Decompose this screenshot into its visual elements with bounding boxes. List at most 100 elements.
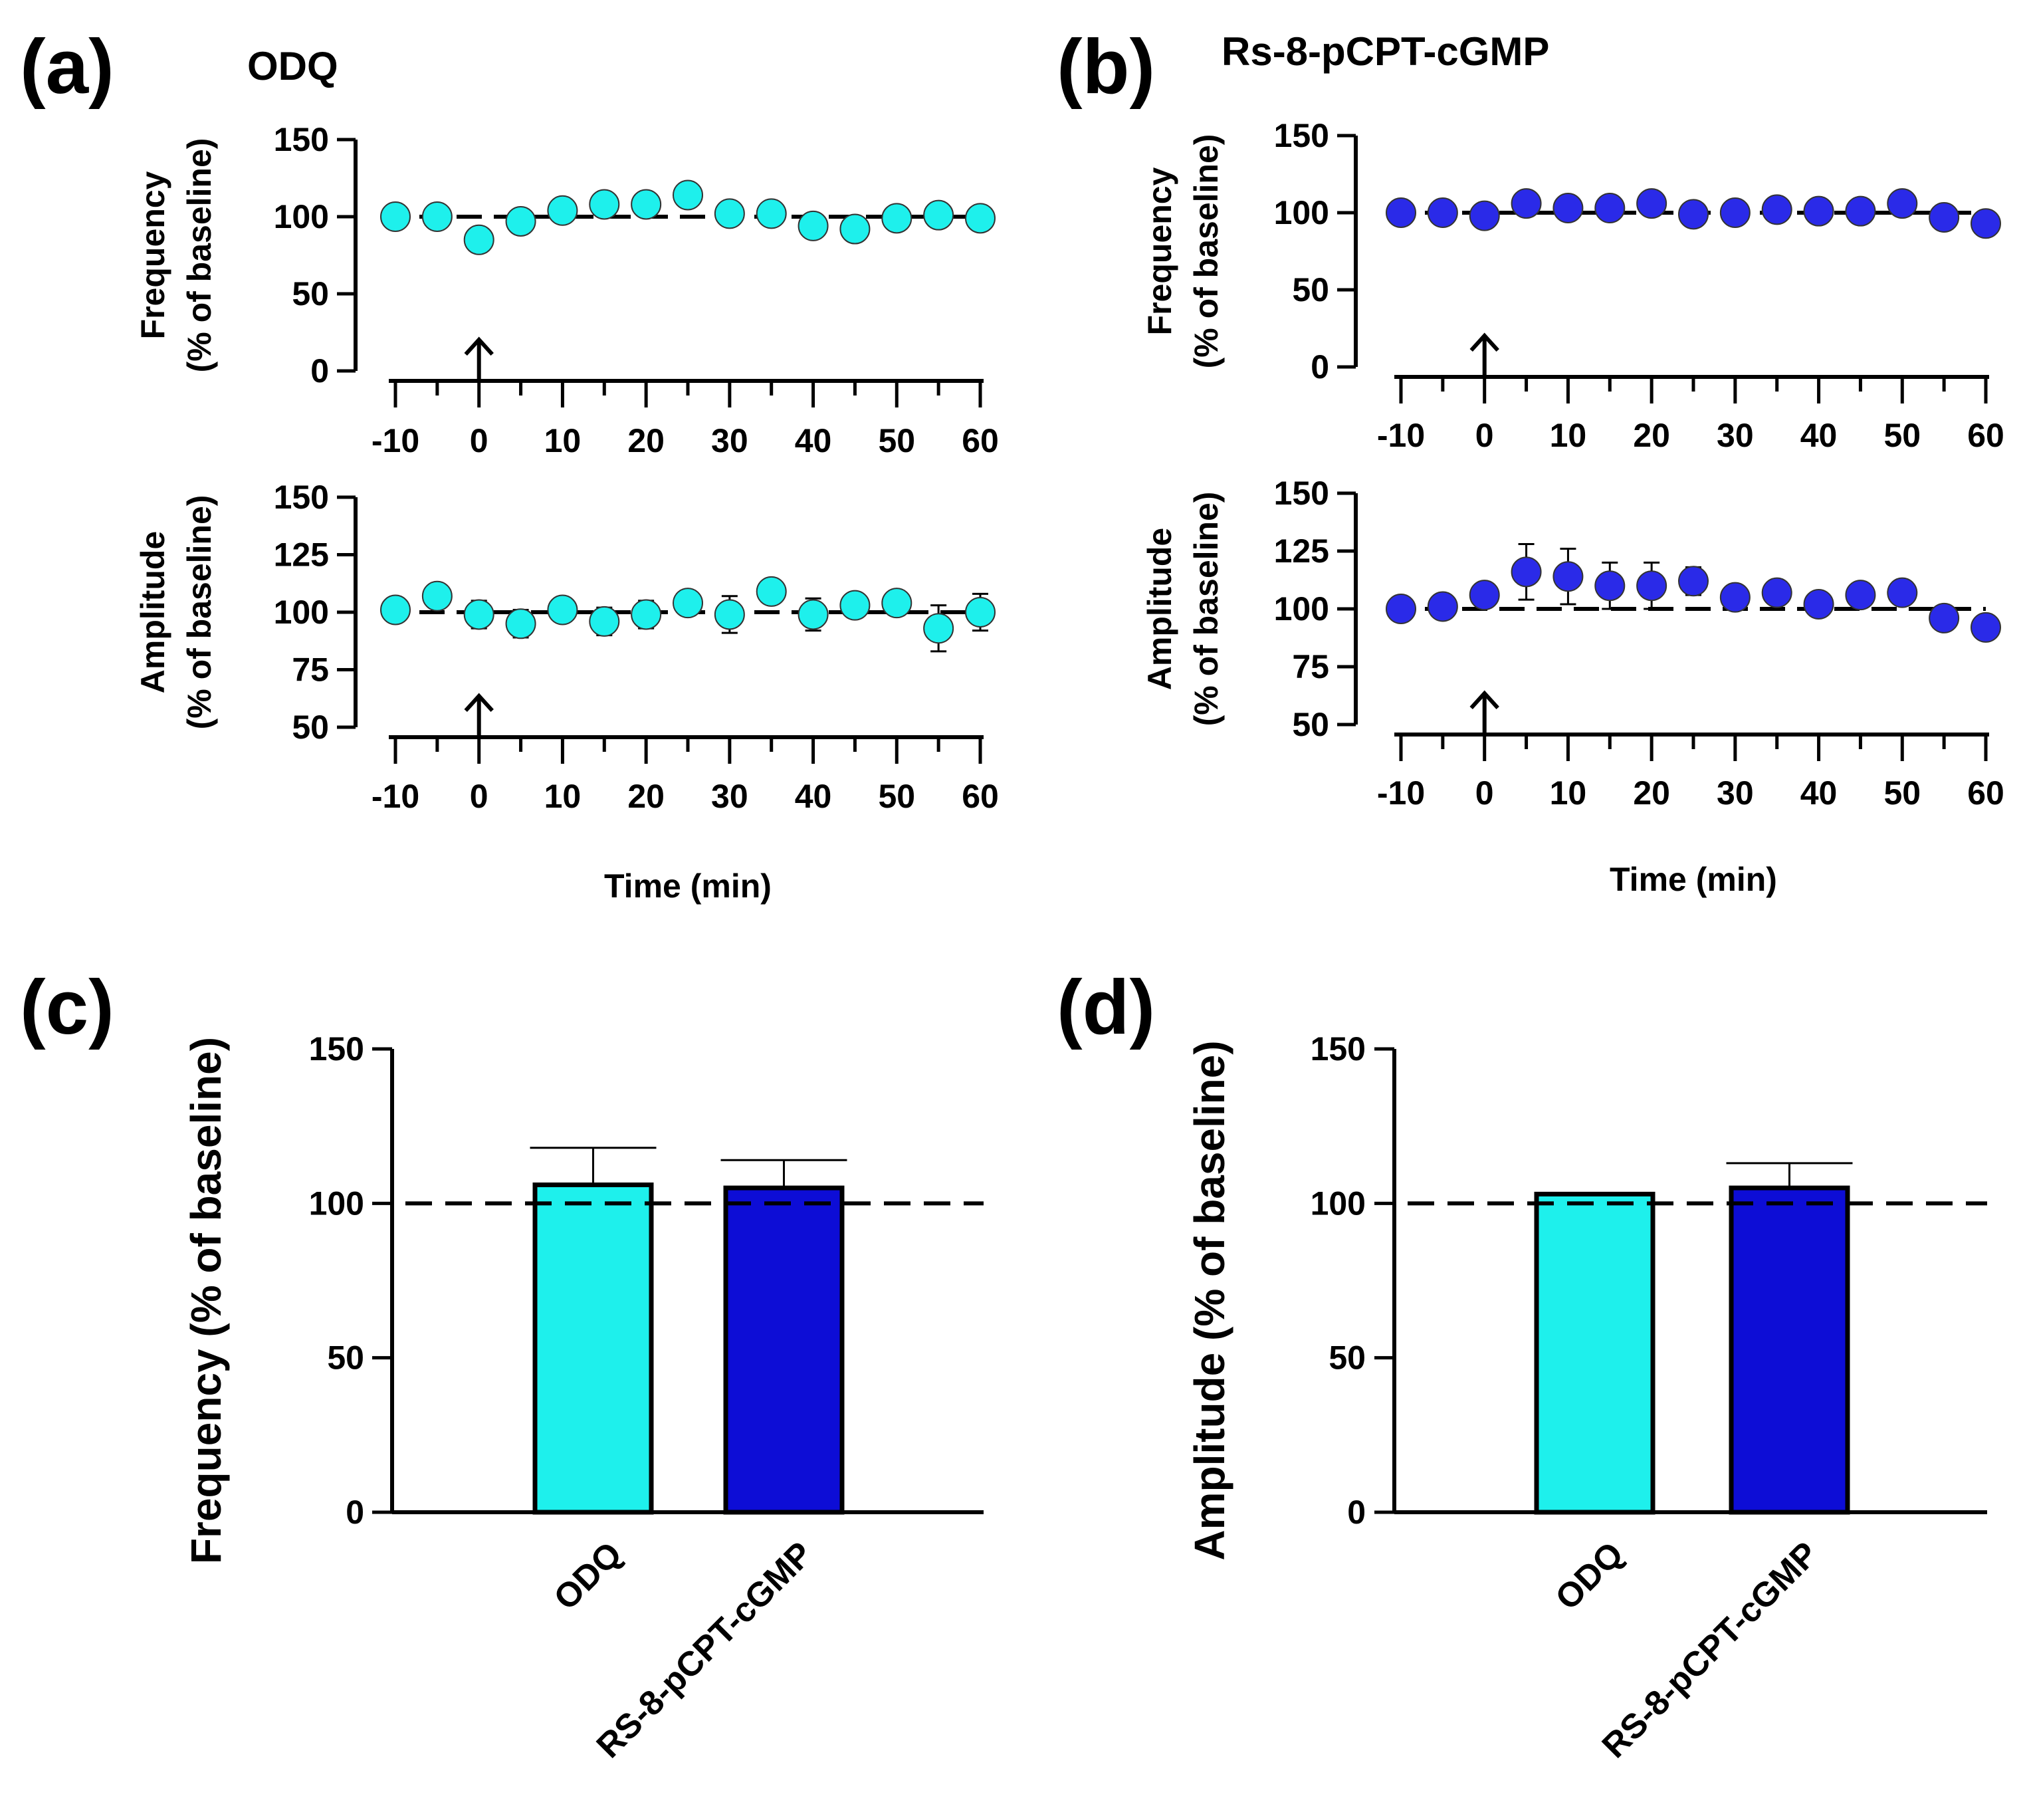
application-arrow-icon bbox=[464, 336, 494, 356]
data-point bbox=[505, 608, 536, 639]
y-tick-label: 100 bbox=[1274, 590, 1329, 627]
data-point bbox=[505, 205, 536, 237]
y-axis-title-line2: (% of baseline) bbox=[1188, 492, 1225, 727]
data-point bbox=[1469, 580, 1500, 611]
x-tick-label: 60 bbox=[1967, 774, 2004, 812]
y-axis-title-line2: (% of baseline) bbox=[181, 495, 218, 730]
data-point bbox=[421, 580, 453, 612]
x-tick-label: 10 bbox=[544, 778, 582, 815]
x-tick-label: 30 bbox=[711, 778, 748, 815]
y-tick-label: 150 bbox=[1311, 1030, 1366, 1068]
y-axis-title-line1: Frequency bbox=[134, 171, 171, 339]
y-tick-label: 50 bbox=[1329, 1339, 1366, 1377]
data-point bbox=[1636, 570, 1667, 602]
bar bbox=[1729, 1185, 1850, 1515]
data-point bbox=[380, 201, 411, 232]
x-axis-title: Time (min) bbox=[1610, 861, 1777, 898]
x-tick-label: 40 bbox=[795, 778, 832, 815]
x-tick-label: 40 bbox=[795, 422, 832, 459]
data-point bbox=[839, 213, 871, 245]
chart-b-frequency: 0 50 100 150 -10 0 10 20 30 40 50 60 Frequency (% of … bbox=[1141, 117, 2004, 454]
data-point bbox=[1469, 200, 1500, 231]
panel-label-d: (d) bbox=[1057, 964, 1155, 1050]
y-tick-label: 50 bbox=[292, 275, 329, 312]
x-tick-label: 50 bbox=[878, 778, 915, 815]
data-point bbox=[380, 594, 411, 626]
y-tick-label: 100 bbox=[274, 198, 329, 235]
y-tick-label: 100 bbox=[309, 1185, 364, 1222]
data-point bbox=[1427, 591, 1458, 622]
y-axis-title-line1: Frequency bbox=[1141, 167, 1178, 335]
x-tick-label: 60 bbox=[962, 422, 999, 459]
data-point bbox=[1803, 589, 1834, 620]
data-point bbox=[798, 599, 829, 630]
y-axis-title-line1: Amplitude bbox=[134, 531, 171, 693]
data-point bbox=[965, 597, 996, 627]
x-tick-label: 60 bbox=[962, 778, 999, 815]
x-tick-label: 60 bbox=[1967, 417, 2004, 454]
x-tick-label: 20 bbox=[1633, 774, 1670, 812]
y-axis-title-line1: Amplitude bbox=[1141, 528, 1178, 690]
data-point bbox=[1971, 208, 2001, 239]
x-tick-label: 20 bbox=[627, 422, 665, 459]
panel-label-a: (a) bbox=[20, 23, 114, 110]
y-tick-label: 0 bbox=[1311, 348, 1329, 386]
data-point bbox=[631, 599, 662, 630]
panel-title-a: ODQ bbox=[247, 44, 338, 88]
data-point bbox=[714, 599, 745, 630]
x-tick-label: 0 bbox=[470, 778, 488, 815]
data-point bbox=[714, 198, 745, 229]
application-arrow-icon bbox=[464, 693, 494, 713]
category-label: ODQ bbox=[1548, 1535, 1631, 1618]
y-axis-title: Frequency (% of baseline) bbox=[182, 1037, 230, 1564]
x-tick-label: 30 bbox=[711, 422, 748, 459]
y-tick-label: 125 bbox=[1274, 532, 1329, 570]
x-tick-label: 50 bbox=[878, 422, 915, 459]
y-tick-label: 0 bbox=[346, 1494, 364, 1531]
y-tick-label: 0 bbox=[1347, 1494, 1366, 1531]
data-point bbox=[1678, 199, 1709, 230]
y-axis-title-line2: (% of baseline) bbox=[181, 138, 218, 373]
data-point bbox=[463, 599, 494, 630]
data-point bbox=[881, 203, 912, 234]
data-point bbox=[589, 189, 620, 220]
x-tick-label: 10 bbox=[1550, 417, 1587, 454]
y-tick-label: 125 bbox=[274, 536, 329, 574]
category-label: RS-8-pCPT-cGMP bbox=[589, 1535, 820, 1765]
y-tick-label: 50 bbox=[292, 709, 329, 746]
data-point bbox=[1845, 580, 1876, 611]
chart-b-amplitude: 50 75 100 125 150 -10 0 10 20 30 40 50 60 Amplitude (%… bbox=[1141, 475, 2004, 898]
x-tick-label: 10 bbox=[1550, 774, 1587, 812]
data-point bbox=[673, 588, 703, 619]
data-point bbox=[1636, 188, 1667, 219]
category-label: RS-8-pCPT-cGMP bbox=[1595, 1535, 1826, 1765]
y-tick-label: 150 bbox=[274, 479, 329, 516]
data-point bbox=[547, 594, 578, 626]
data-point bbox=[1803, 195, 1834, 227]
x-tick-label: 40 bbox=[1800, 417, 1838, 454]
data-point bbox=[421, 201, 453, 232]
data-point bbox=[1887, 577, 1918, 608]
data-point bbox=[1552, 561, 1584, 592]
y-tick-label: 0 bbox=[310, 352, 329, 390]
x-tick-label: 0 bbox=[1475, 774, 1494, 812]
data-point bbox=[798, 210, 829, 241]
y-tick-label: 150 bbox=[309, 1030, 364, 1068]
y-tick-label: 150 bbox=[1274, 117, 1329, 154]
data-point bbox=[923, 613, 954, 644]
x-tick-label: 0 bbox=[1475, 417, 1494, 454]
y-tick-label: 75 bbox=[1292, 648, 1329, 685]
y-tick-label: 100 bbox=[274, 594, 329, 631]
y-tick-label: 50 bbox=[327, 1339, 364, 1377]
x-tick-label: 20 bbox=[627, 778, 665, 815]
y-tick-label: 75 bbox=[292, 651, 329, 689]
x-tick-label: -10 bbox=[1377, 774, 1425, 812]
data-point bbox=[1761, 194, 1792, 225]
data-point bbox=[589, 606, 620, 637]
x-axis-title: Time (min) bbox=[604, 867, 772, 905]
x-tick-label: -10 bbox=[372, 422, 419, 459]
x-tick-label: 30 bbox=[1717, 774, 1754, 812]
application-arrow-icon bbox=[1469, 690, 1499, 710]
